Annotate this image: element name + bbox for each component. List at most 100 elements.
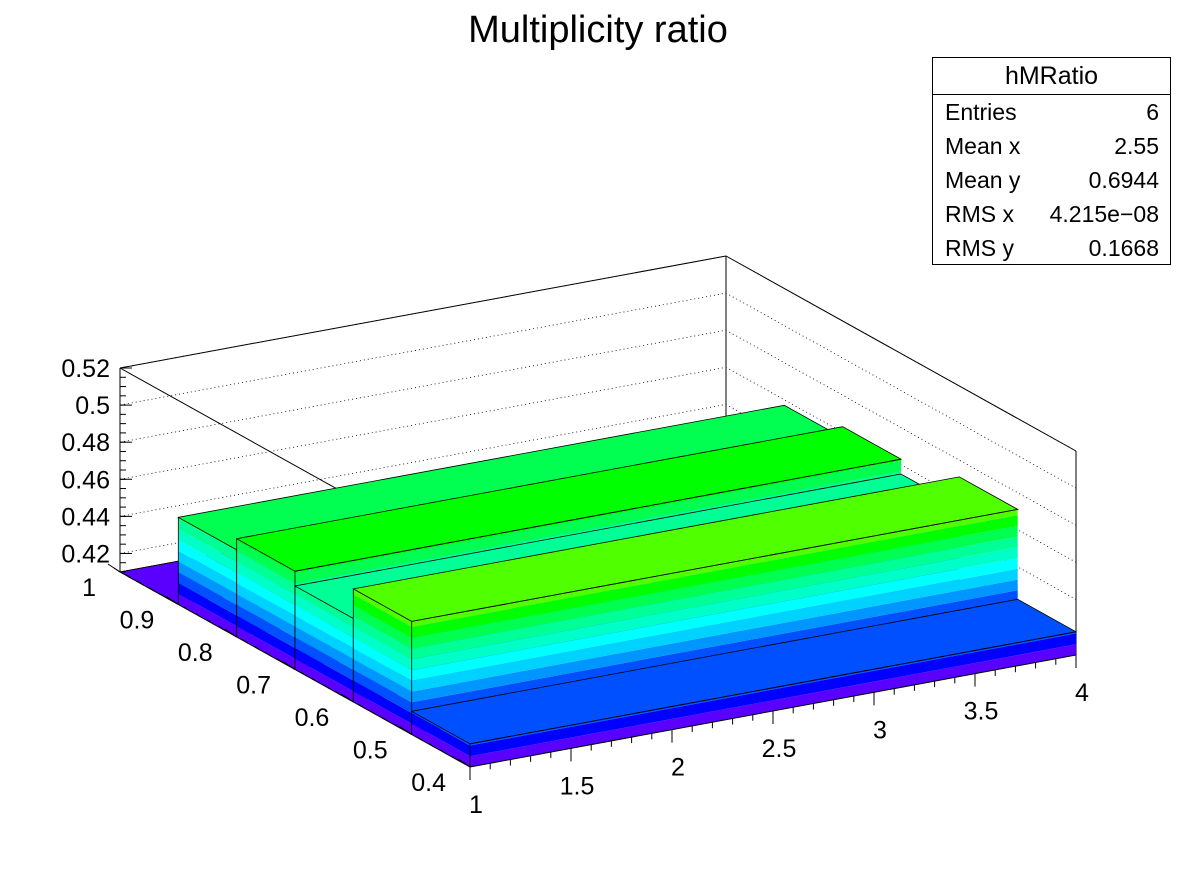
chart-title: Multiplicity ratio [468, 9, 728, 51]
bar-side-face [411, 713, 470, 757]
bar-side-face [353, 616, 412, 660]
bar-front-face [470, 633, 1076, 757]
stats-label: RMS x [945, 201, 1014, 227]
bar-side-face [236, 604, 295, 648]
y-minor-tick [265, 652, 272, 657]
x-tick-label: 1 [469, 791, 483, 819]
y-minor-tick [440, 749, 447, 755]
y-tick-label: 0.7 [236, 672, 271, 700]
y-minor-tick [160, 593, 167, 599]
x-tick-label: 4 [1075, 679, 1089, 707]
bar-side-face [236, 551, 295, 595]
gridline-z [119, 366, 1077, 563]
bar-side-face [295, 615, 354, 660]
stats-row: Mean y 0.6944 [933, 163, 1170, 197]
bar-side-face [236, 583, 295, 627]
bar-side-face [353, 648, 412, 692]
bars [118, 404, 1078, 767]
bar-side-face [236, 561, 295, 606]
bar-side-face [353, 637, 412, 681]
y-minor-tick [125, 574, 132, 579]
y-minor-tick [335, 691, 342, 696]
gridline-z [119, 292, 1077, 489]
stats-value: 6 [1146, 99, 1159, 125]
stats-row: RMS y 0.1668 [933, 231, 1170, 265]
y-minor-tick [195, 613, 202, 618]
bar-side-face [178, 540, 237, 584]
stats-row: Mean x 2.55 [933, 129, 1170, 163]
y-minor-tick [183, 606, 191, 612]
gridline-z [119, 329, 1077, 526]
bar-front-face [411, 590, 1018, 713]
bar-side-face [295, 605, 354, 649]
bar-side-face [178, 572, 237, 616]
x-tick-label: 2 [671, 754, 685, 782]
y-major-tick [399, 726, 412, 735]
y-minor-tick [137, 580, 144, 586]
bar-side-face [178, 529, 237, 573]
stats-label: Mean x [945, 133, 1021, 159]
bar-front-face [411, 579, 1018, 703]
bar-side-face [353, 659, 412, 703]
y-minor-tick [242, 639, 249, 644]
y-tick-label: 1 [82, 574, 96, 602]
bar-front-face [411, 515, 1018, 638]
bar-side-face [353, 691, 412, 735]
y-major-tick [282, 661, 296, 670]
z-tick-label: 0.42 [61, 540, 110, 568]
y-major-tick [457, 758, 471, 768]
bar-front-face [411, 536, 1018, 660]
y-major-tick [166, 596, 179, 605]
bar-front-face [411, 547, 1018, 671]
y-minor-tick [277, 658, 284, 664]
axes: 0.42 0.44 0.46 0.48 0.5 0.52 0.4 0.5 0.6 0.7 0.8 0.… [61, 355, 1089, 819]
bar-front-face [470, 644, 1076, 767]
y-minor-tick [148, 587, 156, 592]
y-tick-label: 0.4 [411, 769, 446, 797]
stats-value: 2.55 [1114, 133, 1159, 159]
bar-side-face [353, 669, 412, 713]
y-minor-tick [428, 743, 436, 748]
x-tick-label: 2.5 [762, 735, 797, 763]
bar-front-face [411, 525, 1018, 649]
y-major-tick [224, 628, 237, 638]
bar-side-face [236, 540, 295, 584]
stats-rows: Entries 6 Mean x 2.55 Mean y 0.6944 RMS x 4.215… [933, 95, 1170, 265]
bar-side-face [178, 593, 237, 637]
stats-label: RMS y [945, 235, 1014, 261]
bar-side-face [236, 615, 295, 659]
stats-box: hMRatio Entries 6 Mean x 2.55 Mean y 0.6944 RM… [932, 57, 1171, 265]
y-minor-tick [253, 645, 261, 651]
stats-row: RMS x 4.215e−08 [933, 197, 1170, 231]
stats-label: Entries [945, 99, 1017, 125]
stats-row: Entries 6 [933, 95, 1170, 129]
bar-side-face [411, 723, 470, 767]
y-minor-tick [417, 736, 424, 742]
z-tick-label: 0.5 [75, 392, 110, 420]
y-tick-label: 0.6 [295, 704, 330, 732]
bar-front-face [411, 558, 1018, 681]
z-tick-label: 0.44 [61, 503, 110, 531]
y-minor-tick [300, 671, 307, 677]
x-tick-label: 1.5 [560, 772, 595, 800]
bar-side-face [295, 586, 354, 627]
bar-side-face [236, 594, 295, 638]
y-minor-tick [323, 684, 331, 690]
y-tick-label: 0.9 [120, 607, 155, 635]
bar-side-face [353, 680, 412, 724]
bar-side-face [353, 594, 412, 638]
bar-front-face [295, 459, 901, 573]
y-tick-label: 0.5 [353, 737, 388, 765]
y-major-tick [341, 693, 354, 703]
bar-side-face [236, 572, 295, 616]
stats-value: 4.215e−08 [1049, 201, 1159, 227]
bar-side-face [178, 518, 237, 562]
gridline-z [119, 255, 1077, 452]
y-minor-tick [218, 626, 226, 631]
y-tick-label: 0.8 [178, 639, 213, 667]
bar-side-face [178, 561, 237, 605]
z-tick-label: 0.52 [61, 355, 110, 383]
stats-box-title: hMRatio [933, 58, 1170, 95]
bar-edge [411, 509, 1018, 735]
y-major-tick [107, 563, 121, 573]
